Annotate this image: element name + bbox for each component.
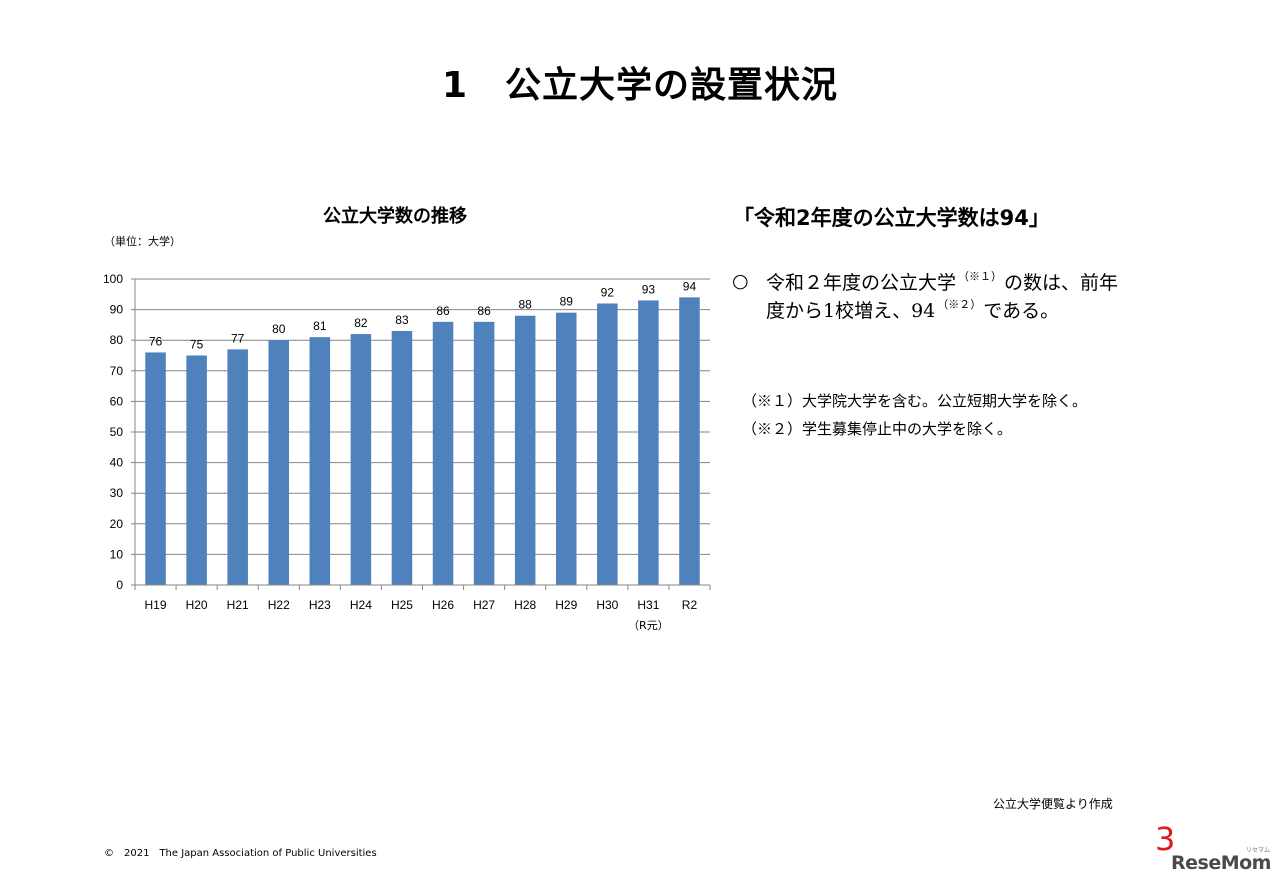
data-label-H26: 86 — [436, 304, 450, 318]
bar-H25 — [391, 331, 413, 585]
x-tick-label-H21: H21 — [227, 598, 249, 612]
data-label-H30: 92 — [601, 285, 615, 299]
summary-line-2: 度から1校増え、94 （※２） である。 — [766, 296, 1059, 323]
x-tick-label-H30: H30 — [596, 598, 618, 612]
data-label-H21: 77 — [231, 331, 245, 345]
footnote-2: （※２）学生募集停止中の大学を除く。 — [742, 420, 1013, 438]
summary-line-1-text-b: の数は、前年 — [1004, 272, 1119, 294]
y-tick-label: 70 — [110, 364, 124, 378]
bar-H24 — [350, 334, 372, 585]
resemom-logo: ReseMom — [1171, 852, 1271, 874]
data-label-H25: 83 — [395, 313, 409, 327]
y-tick-label: 100 — [103, 272, 123, 286]
page-number: 3 — [1155, 820, 1176, 858]
bar-H23 — [309, 337, 331, 585]
footnote-ref-1: （※１） — [958, 270, 1003, 283]
data-label-R2: 94 — [683, 279, 697, 293]
bar-H21 — [227, 349, 248, 585]
x-tick-label-H27: H27 — [473, 598, 495, 612]
data-label-H20: 75 — [190, 338, 204, 352]
data-label-H19: 76 — [149, 334, 163, 348]
y-tick-label: 50 — [110, 425, 124, 439]
y-tick-label: 20 — [110, 517, 124, 531]
data-label-H29: 89 — [560, 295, 574, 309]
x-tick-label-H22: H22 — [268, 598, 290, 612]
x-tick-label-H31: H31 — [637, 598, 659, 612]
data-label-H27: 86 — [477, 304, 491, 318]
chart-title: 公立大学数の推移 — [323, 206, 467, 227]
bar-H26 — [432, 321, 454, 585]
data-label-H22: 80 — [272, 322, 286, 336]
x-tick-label-R2: R2 — [682, 598, 698, 612]
bullet-circle-icon: ○ — [732, 270, 749, 292]
bar-chart: 0 10 20 30 40 50 60 70 80 90 100 76 H19 75 H20 77 H21 80 H… — [103, 272, 711, 632]
y-tick-label: 60 — [110, 394, 124, 408]
bar-H28 — [514, 315, 536, 585]
bar-H31 — [638, 300, 659, 585]
data-label-H23: 81 — [313, 319, 327, 333]
data-label-H28: 88 — [518, 298, 532, 312]
source-note: 公立大学便覧より作成 — [993, 797, 1113, 811]
x-tick-label-H20: H20 — [186, 598, 208, 612]
x-tick-label-H26: H26 — [432, 598, 454, 612]
y-tick-label: 30 — [110, 486, 124, 500]
bar-H27 — [473, 321, 495, 585]
x-tick-label-H29: H29 — [555, 598, 577, 612]
y-tick-label: 80 — [110, 333, 124, 347]
summary-line-2-text-b: である。 — [983, 300, 1060, 322]
slide-title: 1 公立大学の設置状況 — [441, 65, 839, 106]
resemom-logo-ruby: リセマム — [1246, 847, 1271, 854]
x-tick-sublabel-H31: （R元） — [628, 619, 669, 632]
data-label-H24: 82 — [354, 316, 368, 330]
footnote-ref-2: （※２） — [937, 298, 982, 311]
summary-line-1: 令和２年度の公立大学 （※１） の数は、前年 — [766, 268, 1118, 295]
bar-R2 — [679, 297, 700, 585]
summary-line-2-text-a: 度から1校増え、94 — [766, 300, 936, 322]
bar-H22 — [268, 340, 290, 585]
footnote-1: （※１）大学院大学を含む。公立短期大学を除く。 — [742, 392, 1088, 410]
unit-label: （単位：大学） — [104, 235, 181, 248]
bar-H30 — [597, 303, 618, 585]
x-tick-label-H25: H25 — [391, 598, 413, 612]
x-tick-label-H28: H28 — [514, 598, 536, 612]
summary-heading: 「令和2年度の公立大学数は94」 — [733, 206, 1050, 230]
x-tick-label-H19: H19 — [145, 598, 167, 612]
bar-H29 — [555, 312, 577, 585]
x-tick-label-H23: H23 — [309, 598, 331, 612]
summary-line-1-text-a: 令和２年度の公立大学 — [766, 272, 957, 294]
bar-H20 — [186, 355, 207, 585]
data-label-H31: 93 — [642, 282, 656, 296]
y-tick-label: 10 — [110, 547, 124, 561]
bar-H19 — [145, 352, 166, 585]
x-tick-label-H24: H24 — [350, 598, 372, 612]
copyright: © 2021 The Japan Association of Public U… — [104, 848, 377, 859]
y-tick-label: 90 — [110, 303, 124, 317]
y-tick-label: 40 — [110, 456, 124, 470]
y-tick-label: 0 — [116, 578, 123, 592]
